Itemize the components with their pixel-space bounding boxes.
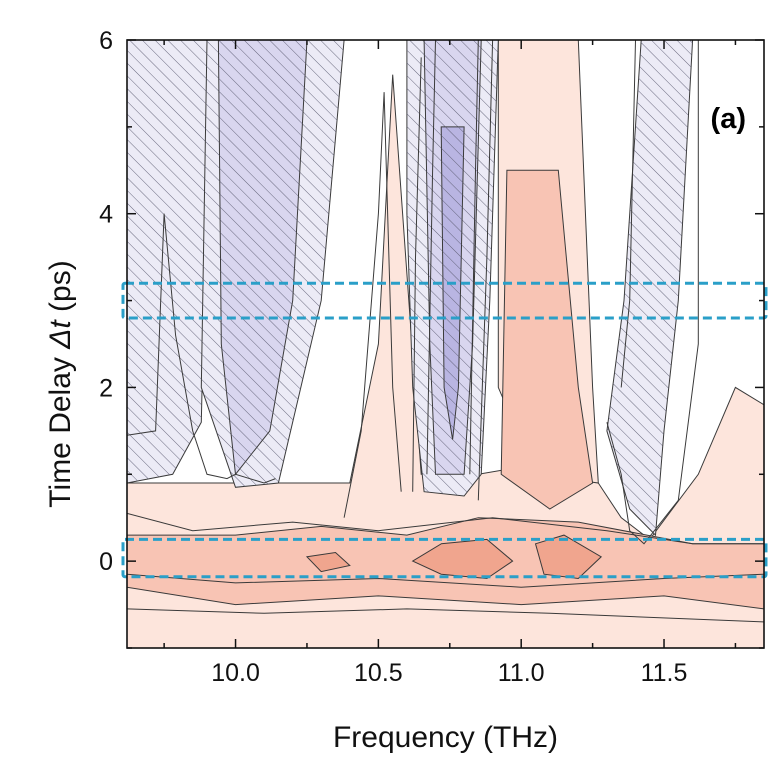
contour-line (127, 512, 764, 545)
contour-line (343, 92, 402, 518)
contour-line (127, 608, 764, 623)
x-tick-label: 11.0 (498, 659, 545, 687)
contour-line (477, 40, 494, 501)
contour-lines (127, 40, 764, 623)
highlight-band-1 (121, 281, 768, 320)
positive-region-mid (500, 169, 594, 510)
negative-region-hatch (606, 40, 693, 536)
y-tick-label: 0 (99, 548, 113, 576)
y-axis-title: Time Delay Δt (ps) (44, 260, 77, 507)
y-axis-title-symbol: Δt (44, 319, 77, 350)
plot-frame (126, 39, 765, 649)
highlight-band-2 (121, 537, 768, 579)
y-tick-label: 6 (99, 27, 113, 55)
panel-label: (a) (711, 103, 746, 135)
y-axis-title-prefix: Time Delay (44, 349, 77, 508)
positive-region-light (127, 74, 764, 648)
contour-line (606, 40, 699, 545)
contour-line (469, 40, 479, 475)
y-axis-title-suffix: (ps) (44, 260, 77, 320)
positive-region-deep (305, 551, 351, 573)
highlight-bands (121, 281, 768, 579)
positive-region-deep (534, 534, 603, 580)
axis-ticks: 10.0 10.5 11.0 11.5 0 2 4 6 (99, 27, 764, 687)
contour-line (127, 213, 276, 484)
plot-area (127, 40, 764, 648)
negative-region-hatch (127, 40, 207, 483)
x-tick-label: 11.5 (641, 659, 688, 687)
contour-line (620, 40, 636, 388)
contour-line (412, 57, 422, 492)
negative-region-hatch (218, 40, 307, 475)
y-tick-label: 4 (99, 201, 113, 229)
x-tick-label: 10.0 (211, 659, 260, 687)
x-tick-label: 10.5 (354, 659, 403, 687)
y-tick-label: 2 (99, 374, 113, 402)
positive-region-deep (411, 538, 514, 580)
contour-line (426, 40, 436, 475)
x-axis-title: Frequency (THz) (333, 721, 558, 754)
